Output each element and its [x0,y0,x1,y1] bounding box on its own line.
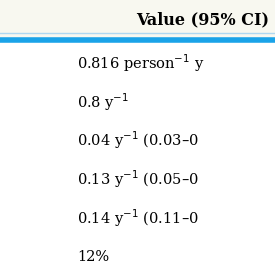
Bar [0,0,275,40]
Text: 0.816 person$^{-1}$ y: 0.816 person$^{-1}$ y [77,52,204,74]
Text: 12%: 12% [77,250,109,264]
Text: 0.8 y$^{-1}$: 0.8 y$^{-1}$ [77,91,129,113]
Text: 0.14 y$^{-1}$ (0.11–0: 0.14 y$^{-1}$ (0.11–0 [77,207,199,229]
Text: 0.13 y$^{-1}$ (0.05–0: 0.13 y$^{-1}$ (0.05–0 [77,169,199,190]
Text: Value (95% CI): Value (95% CI) [136,12,270,28]
Text: 0.04 y$^{-1}$ (0.03–0: 0.04 y$^{-1}$ (0.03–0 [77,130,199,152]
